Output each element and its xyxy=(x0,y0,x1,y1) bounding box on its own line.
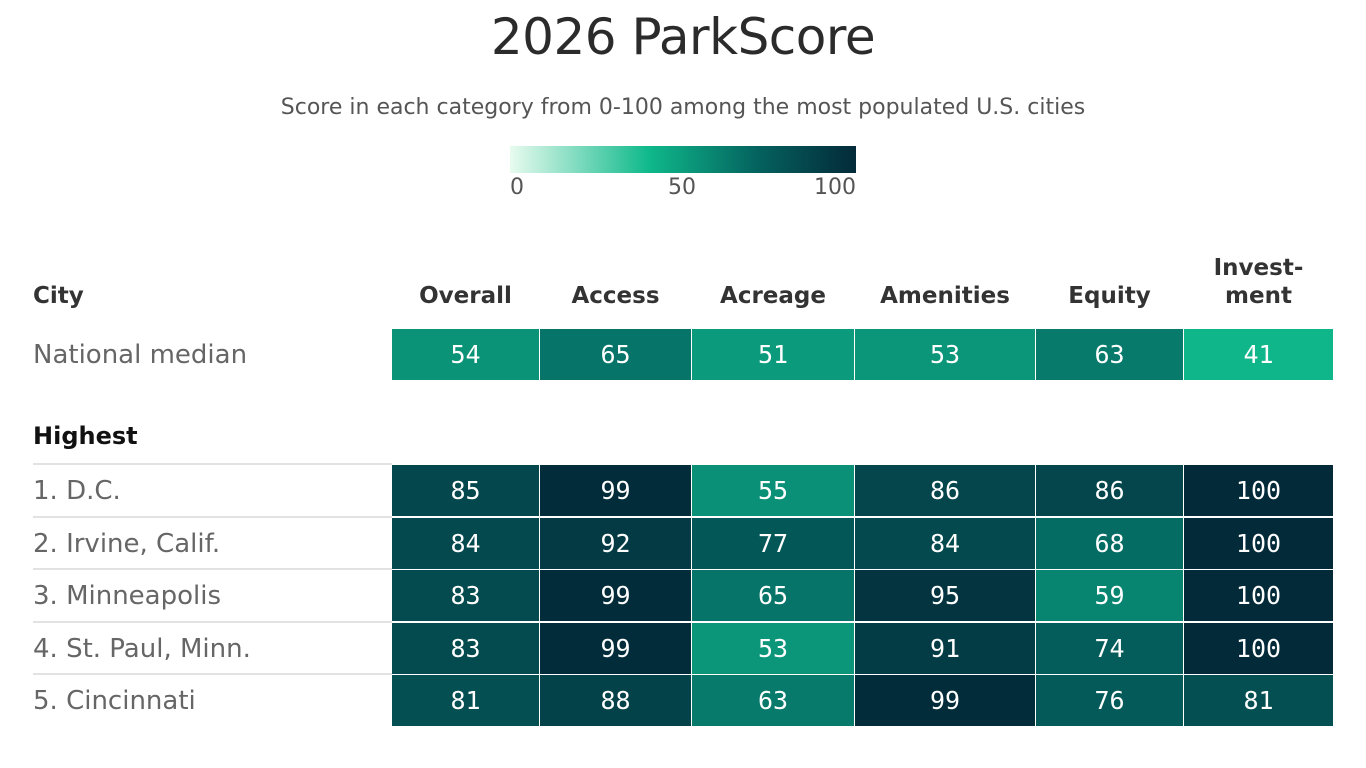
row-divider xyxy=(33,568,392,570)
city-column-header: City xyxy=(33,283,84,309)
row-divider xyxy=(33,516,392,518)
table-row-2-cell-5: 100 xyxy=(1184,518,1333,569)
table-row-2-cell-4: 68 xyxy=(1036,518,1183,569)
column-header-2: Acreage xyxy=(720,283,826,309)
table-row-4-label: 4. St. Paul, Minn. xyxy=(33,633,251,664)
table-row-1-cell-4: 86 xyxy=(1036,465,1183,516)
table-row-5-cell-0: 81 xyxy=(392,675,539,726)
column-header-4: Equity xyxy=(1068,283,1151,309)
table-row-5-cell-1: 88 xyxy=(540,675,691,726)
column-header-3: Amenities xyxy=(880,283,1010,309)
table-row-1-cell-2: 55 xyxy=(692,465,854,516)
section-label-highest: Highest xyxy=(33,422,138,450)
median-row-cell-4: 63 xyxy=(1036,329,1183,380)
median-row-label: National median xyxy=(33,339,248,370)
legend-tick-mid: 50 xyxy=(668,175,696,200)
median-row-cell-2: 51 xyxy=(692,329,854,380)
table-row-1-cell-5: 100 xyxy=(1184,465,1333,516)
median-row-cell-1: 65 xyxy=(540,329,691,380)
table-row-4-cell-0: 83 xyxy=(392,623,539,674)
table-row-3-label: 3. Minneapolis xyxy=(33,580,222,611)
table-row-4-cell-4: 74 xyxy=(1036,623,1183,674)
table-row-5-label: 5. Cincinnati xyxy=(33,685,196,716)
table-row-4-cell-5: 100 xyxy=(1184,623,1333,674)
legend-gradient-bar xyxy=(510,146,856,173)
table-row-4-cell-1: 99 xyxy=(540,623,691,674)
table-row-5-cell-5: 81 xyxy=(1184,675,1333,726)
row-divider xyxy=(33,621,392,623)
table-row-1-label: 1. D.C. xyxy=(33,475,121,506)
table-row-1-cell-3: 86 xyxy=(855,465,1035,516)
table-row-3-cell-2: 65 xyxy=(692,570,854,621)
table-row-3-cell-0: 83 xyxy=(392,570,539,621)
table-row-2-cell-3: 84 xyxy=(855,518,1035,569)
table-row-2-cell-2: 77 xyxy=(692,518,854,569)
table-row-2-label: 2. Irvine, Calif. xyxy=(33,528,221,559)
table-row-5-cell-4: 76 xyxy=(1036,675,1183,726)
row-divider xyxy=(33,463,392,465)
legend-tick-min: 0 xyxy=(510,175,524,200)
median-row-cell-0: 54 xyxy=(392,329,539,380)
chart-title: 2026 ParkScore xyxy=(490,8,876,66)
table-row-1-cell-1: 99 xyxy=(540,465,691,516)
table-row-3-cell-4: 59 xyxy=(1036,570,1183,621)
table-row-5-cell-3: 99 xyxy=(855,675,1035,726)
table-row-3-cell-5: 100 xyxy=(1184,570,1333,621)
median-row-cell-5: 41 xyxy=(1184,329,1333,380)
color-legend: 0 50 100 xyxy=(510,146,856,206)
table-row-5-cell-2: 63 xyxy=(692,675,854,726)
column-header-5: Invest-ment xyxy=(1213,255,1304,309)
table-row-4-cell-2: 53 xyxy=(692,623,854,674)
row-divider xyxy=(33,673,392,675)
table-row-4-cell-3: 91 xyxy=(855,623,1035,674)
table-row-3-cell-1: 99 xyxy=(540,570,691,621)
table-row-2-cell-0: 84 xyxy=(392,518,539,569)
column-header-1: Access xyxy=(571,283,660,309)
table-row-2-cell-1: 92 xyxy=(540,518,691,569)
table-row-1-cell-0: 85 xyxy=(392,465,539,516)
table-row-3-cell-3: 95 xyxy=(855,570,1035,621)
median-row-cell-3: 53 xyxy=(855,329,1035,380)
chart-subtitle: Score in each category from 0-100 among … xyxy=(280,95,1086,120)
legend-tick-max: 100 xyxy=(814,175,856,200)
column-header-0: Overall xyxy=(419,283,512,309)
